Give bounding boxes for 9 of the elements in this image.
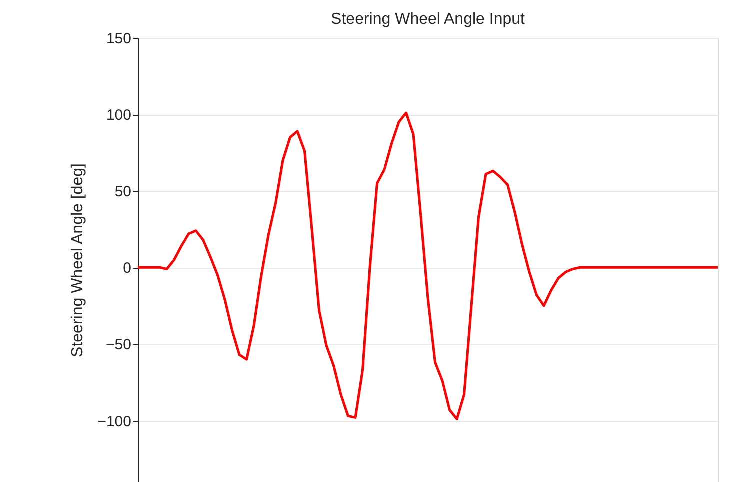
y-axis-title: Steering Wheel Angle [deg] — [70, 164, 87, 358]
y-tick-label: 0 — [123, 260, 132, 278]
y-tick-label: 50 — [114, 184, 132, 201]
line-series — [138, 112, 718, 420]
y-tick-label: 100 — [106, 107, 132, 124]
y-tick-label: −100 — [98, 413, 132, 430]
y-tick-label: 150 — [106, 30, 132, 48]
chart-title: Steering Wheel Angle Input — [331, 11, 526, 28]
y-tick-label: −50 — [106, 336, 132, 354]
